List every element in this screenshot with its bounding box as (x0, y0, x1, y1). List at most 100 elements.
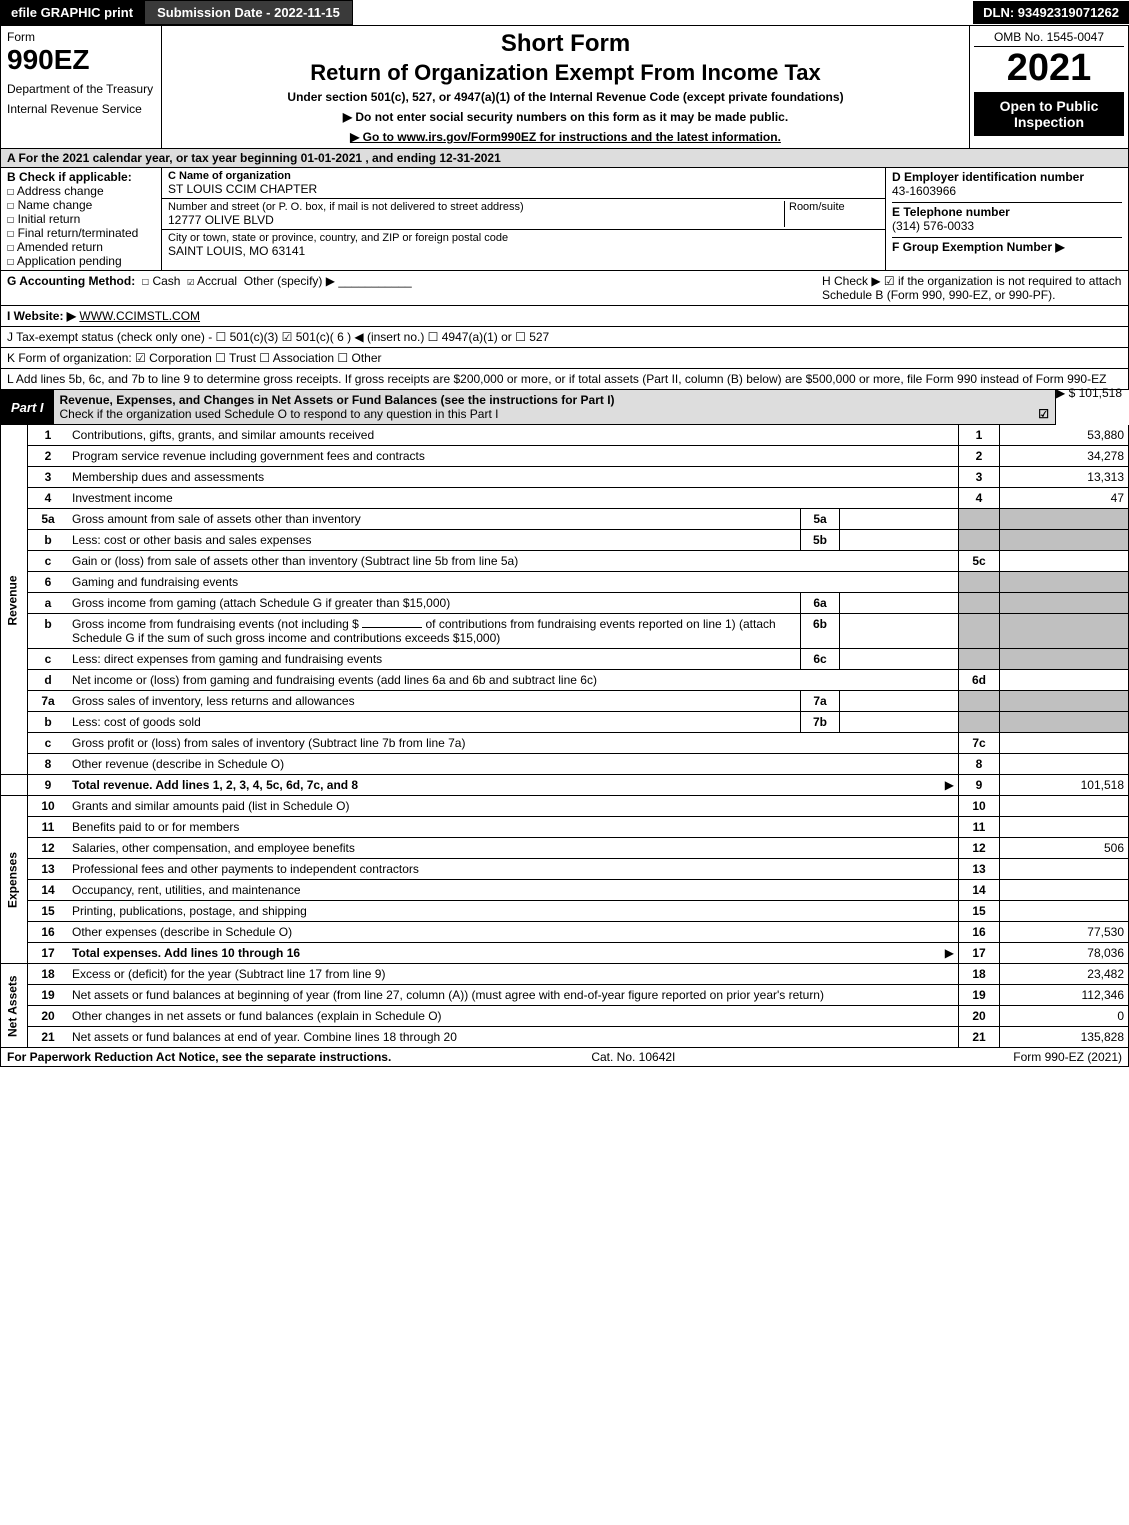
part1-check-text: Check if the organization used Schedule … (60, 407, 499, 421)
line-desc: Contributions, gifts, grants, and simila… (72, 428, 374, 442)
sub-label: 5a (801, 509, 840, 530)
table-row: 9 Total revenue. Add lines 1, 2, 3, 4, 5… (1, 775, 1129, 796)
table-row: 2 Program service revenue including gove… (1, 446, 1129, 467)
chk-initial-return[interactable]: ☐ Initial return (7, 212, 155, 226)
line-num: 18 (959, 964, 1000, 985)
website-link[interactable]: WWW.CCIMSTL.COM (79, 309, 200, 323)
row-a-text: A For the 2021 calendar year, or tax yea… (7, 151, 501, 165)
goto-link[interactable]: ▶ Go to www.irs.gov/Form990EZ for instru… (168, 130, 963, 144)
row-a-calendar-year: A For the 2021 calendar year, or tax yea… (0, 149, 1129, 168)
street-label: Number and street (or P. O. box, if mail… (168, 201, 784, 213)
tel-value: (314) 576-0033 (892, 219, 1122, 233)
part1-header: Part I Revenue, Expenses, and Changes in… (0, 390, 1056, 425)
line-amt: 135,828 (1000, 1027, 1129, 1048)
h-check: H Check ▶ ☑ if the organization is not r… (822, 274, 1122, 302)
line-num: 10 (959, 796, 1000, 817)
table-row: 8 Other revenue (describe in Schedule O)… (1, 754, 1129, 775)
tel-label: E Telephone number (892, 205, 1010, 219)
sub-val (840, 614, 959, 649)
room-suite: Room/suite (784, 201, 879, 227)
line-amt: 13,313 (1000, 467, 1129, 488)
open-to-public: Open to Public Inspection (974, 92, 1124, 136)
table-row: b Less: cost of goods sold 7b (1, 712, 1129, 733)
form-header-mid: Short Form Return of Organization Exempt… (162, 26, 970, 148)
street-row: Number and street (or P. O. box, if mail… (162, 199, 885, 230)
shade (959, 614, 1000, 649)
table-row: 16 Other expenses (describe in Schedule … (1, 922, 1129, 943)
form-word: Form (7, 30, 155, 44)
line-num: 1 (959, 425, 1000, 446)
line-no: c (28, 733, 69, 754)
chk-address-change[interactable]: ☐ Address change (7, 184, 155, 198)
line-no: 18 (28, 964, 69, 985)
paperwork-notice: For Paperwork Reduction Act Notice, see … (7, 1050, 391, 1064)
table-row: 19 Net assets or fund balances at beginn… (1, 985, 1129, 1006)
form-header-left: Form 990EZ Department of the Treasury In… (1, 26, 162, 148)
chk-name-change[interactable]: ☐ Name change (7, 198, 155, 212)
l-text: L Add lines 5b, 6c, and 7b to line 9 to … (7, 372, 1106, 386)
line-amt (1000, 733, 1129, 754)
table-row: 20 Other changes in net assets or fund b… (1, 1006, 1129, 1027)
table-row: 4 Investment income 4 47 (1, 488, 1129, 509)
row-i-website: I Website: ▶ WWW.CCIMSTL.COM (0, 306, 1129, 327)
arrow-icon: ▶ (945, 778, 954, 792)
line-no: 7a (28, 691, 69, 712)
vert-expenses: Expenses (1, 796, 28, 964)
efile-print-button[interactable]: efile GRAPHIC print (0, 0, 144, 25)
line-no: 17 (28, 943, 69, 964)
line-desc: Gain or (loss) from sale of assets other… (72, 554, 518, 568)
g-accrual: Accrual (197, 274, 237, 288)
table-row: 7a Gross sales of inventory, less return… (1, 691, 1129, 712)
table-row: 21 Net assets or fund balances at end of… (1, 1027, 1129, 1048)
line-desc: Occupancy, rent, utilities, and maintena… (72, 883, 301, 897)
line-amt (1000, 859, 1129, 880)
line-num: 7c (959, 733, 1000, 754)
c-name-label: C Name of organization (168, 170, 291, 182)
city-row: City or town, state or province, country… (162, 230, 885, 260)
line-amt (1000, 880, 1129, 901)
arrow-icon: ▶ (945, 946, 954, 960)
line-no: 6 (28, 572, 69, 593)
sub-label: 6c (801, 649, 840, 670)
omb-number: OMB No. 1545-0047 (974, 30, 1124, 47)
table-row: 17 Total expenses. Add lines 10 through … (1, 943, 1129, 964)
submission-date-label: Submission Date - 2022-11-15 (144, 0, 353, 25)
line-amt (1000, 670, 1129, 691)
line-desc: Professional fees and other payments to … (72, 862, 419, 876)
line-no: a (28, 593, 69, 614)
table-row: 13 Professional fees and other payments … (1, 859, 1129, 880)
chk-amended-return[interactable]: ☐ Amended return (7, 240, 155, 254)
line-no: c (28, 551, 69, 572)
line-no: 16 (28, 922, 69, 943)
shade (1000, 691, 1129, 712)
line-desc: Net assets or fund balances at beginning… (72, 988, 824, 1002)
line-amt: 23,482 (1000, 964, 1129, 985)
line-desc: Other changes in net assets or fund bala… (72, 1009, 442, 1023)
shade (1000, 509, 1129, 530)
line-num: 14 (959, 880, 1000, 901)
line-num: 12 (959, 838, 1000, 859)
street-value: 12777 OLIVE BLVD (168, 213, 784, 227)
line-desc: Less: cost or other basis and sales expe… (72, 533, 311, 547)
line-no: 15 (28, 901, 69, 922)
line-amt (1000, 901, 1129, 922)
line-num: 4 (959, 488, 1000, 509)
line-no: d (28, 670, 69, 691)
dept-treasury: Department of the Treasury (7, 82, 155, 96)
line-num: 21 (959, 1027, 1000, 1048)
line-amt: 112,346 (1000, 985, 1129, 1006)
line-desc: Investment income (72, 491, 173, 505)
line-desc: Membership dues and assessments (72, 470, 264, 484)
line-amt (1000, 796, 1129, 817)
chk-final-return[interactable]: ☐ Final return/terminated (7, 226, 155, 240)
line-no: 1 (28, 425, 69, 446)
table-row: b Gross income from fundraising events (… (1, 614, 1129, 649)
table-row: Net Assets 18 Excess or (deficit) for th… (1, 964, 1129, 985)
chk-application-pending[interactable]: ☐ Application pending (7, 254, 155, 268)
table-row: b Less: cost or other basis and sales ex… (1, 530, 1129, 551)
row-k-form-org: K Form of organization: ☑ Corporation ☐ … (0, 348, 1129, 369)
sub-label: 7a (801, 691, 840, 712)
shade (959, 691, 1000, 712)
org-name: ST LOUIS CCIM CHAPTER (168, 182, 879, 196)
sub-val (840, 712, 959, 733)
